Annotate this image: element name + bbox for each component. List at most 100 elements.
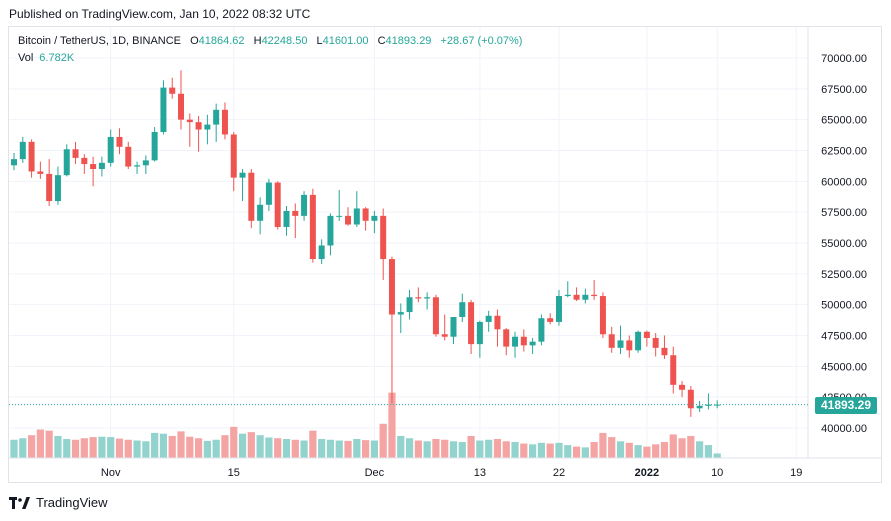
- candle-body: [599, 296, 606, 335]
- volume-bar: [590, 442, 598, 458]
- volume-bar: [634, 445, 642, 458]
- time-axis[interactable]: Nov 15 Dec 13 22 2022 10 19: [9, 457, 881, 479]
- candle-body: [63, 149, 70, 176]
- candle-body: [670, 355, 677, 385]
- volume-label[interactable]: Vol: [18, 52, 34, 64]
- candle-body: [230, 134, 237, 178]
- volume-bars: [10, 392, 721, 458]
- volume-bar: [458, 442, 466, 458]
- symbol-label[interactable]: Bitcoin / TetherUS, 1D, BINANCE: [18, 35, 182, 47]
- volume-bar: [414, 440, 422, 458]
- candle-body: [265, 182, 272, 205]
- volume-bar: [10, 439, 18, 458]
- candle-body: [485, 315, 492, 322]
- candle-body: [213, 109, 220, 125]
- volume-bar: [300, 440, 308, 458]
- candle-body: [591, 294, 598, 297]
- volume-bar: [353, 439, 361, 458]
- volume-bar: [326, 439, 335, 458]
- candle-body: [635, 331, 642, 351]
- candle-body: [679, 384, 686, 390]
- volume-bar: [476, 440, 484, 458]
- volume-bar: [660, 442, 669, 458]
- candle-body: [626, 340, 633, 351]
- candle-body: [529, 341, 536, 346]
- y-tick-label: 67500.00: [821, 84, 867, 96]
- candle-body: [345, 215, 352, 225]
- volume-bar: [529, 444, 537, 458]
- volume-bar: [713, 453, 721, 458]
- volume-bar: [555, 442, 563, 458]
- volume-bar: [687, 435, 695, 458]
- candle-body: [459, 302, 466, 317]
- volume-bar: [432, 439, 440, 458]
- y-tick-label: 70000.00: [821, 53, 867, 65]
- candle-body: [503, 329, 510, 347]
- volume-bar: [511, 442, 519, 458]
- volume-bar: [599, 432, 607, 458]
- last-price-tag: 41893.29: [815, 397, 877, 414]
- volume-bar: [441, 439, 449, 458]
- volume-bar: [696, 441, 704, 458]
- candle-body: [221, 109, 228, 135]
- x-tick-label: Nov: [101, 467, 121, 479]
- volume-bar: [581, 447, 589, 458]
- candle-body: [617, 340, 624, 348]
- volume-bar: [616, 441, 625, 458]
- candle-body: [134, 165, 141, 167]
- candle-body: [652, 337, 659, 348]
- candle-body: [81, 157, 88, 165]
- candle-body: [178, 93, 185, 120]
- candle-body: [28, 141, 35, 172]
- volume-bar: [98, 436, 106, 458]
- volume-bar: [291, 439, 299, 458]
- candle-body: [687, 389, 694, 409]
- volume-bar: [537, 442, 545, 458]
- tradingview-brand[interactable]: TradingView: [9, 495, 108, 510]
- volume-bar: [502, 441, 510, 458]
- volume-bar: [274, 438, 282, 458]
- volume-bar: [309, 430, 317, 458]
- change-value: +28.67 (+0.07%): [440, 35, 523, 47]
- candle-body: [520, 336, 527, 346]
- low-value: 41601.00: [322, 35, 369, 47]
- volume-bar: [608, 437, 616, 458]
- volume-bar: [45, 430, 53, 458]
- x-tick-label: 10: [711, 467, 723, 479]
- volume-bar: [572, 446, 581, 458]
- volume-bar: [344, 440, 352, 458]
- volume-bar: [282, 439, 291, 458]
- volume-bar: [449, 441, 458, 458]
- y-tick-label: 57500.00: [821, 207, 867, 219]
- high-label: H: [253, 35, 262, 47]
- candle-body: [555, 296, 562, 322]
- candle-body: [11, 159, 17, 166]
- candle-body: [371, 215, 378, 221]
- volume-bar: [669, 434, 677, 458]
- volume-bar: [71, 439, 80, 458]
- candle-body: [257, 204, 264, 221]
- x-tick-label: Dec: [365, 467, 385, 479]
- volume-bar: [63, 439, 71, 458]
- volume-bar: [19, 438, 27, 458]
- candle-body: [318, 245, 325, 260]
- volume-bar: [203, 440, 211, 458]
- volume-bar: [230, 426, 238, 458]
- volume-bar: [485, 439, 493, 458]
- candle-body: [186, 119, 193, 123]
- volume-bar: [520, 443, 528, 458]
- x-tick-label: 13: [474, 467, 486, 479]
- tradingview-logo-icon: [9, 496, 30, 509]
- volume-bar: [89, 437, 97, 458]
- price-axis[interactable]: 70000.00 67500.00 65000.00 62500.00 60000.00…: [807, 27, 867, 458]
- volume-bar: [151, 432, 159, 458]
- open-value: 41864.62: [198, 35, 245, 47]
- candle-body: [125, 146, 132, 167]
- candle-body: [353, 208, 360, 225]
- candle-body: [336, 215, 343, 217]
- candle-body: [406, 297, 413, 313]
- candle-body: [239, 172, 246, 178]
- volume-bar: [397, 435, 405, 458]
- candle-body: [160, 87, 167, 132]
